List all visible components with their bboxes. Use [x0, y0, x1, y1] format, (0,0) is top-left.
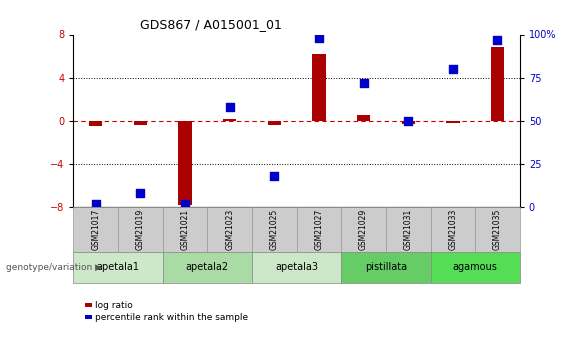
Text: GSM21023: GSM21023 — [225, 209, 234, 250]
Text: log ratio: log ratio — [95, 301, 133, 310]
Text: GSM21035: GSM21035 — [493, 209, 502, 250]
Point — [225, 104, 234, 110]
Point — [92, 201, 101, 206]
Bar — [223, 119, 236, 121]
Bar — [268, 121, 281, 125]
Bar — [312, 54, 325, 121]
Bar — [491, 47, 504, 121]
Point — [315, 35, 324, 41]
Bar — [357, 115, 370, 121]
Point — [181, 201, 190, 206]
Text: GSM21019: GSM21019 — [136, 209, 145, 250]
Text: GSM21029: GSM21029 — [359, 209, 368, 250]
Bar — [179, 121, 192, 205]
Point — [404, 118, 413, 124]
Text: apetala1: apetala1 — [97, 263, 140, 272]
Bar — [402, 121, 415, 124]
Point — [136, 190, 145, 196]
Text: apetala2: apetala2 — [186, 263, 229, 272]
Text: GSM21017: GSM21017 — [92, 209, 100, 250]
Text: genotype/variation ▶: genotype/variation ▶ — [6, 263, 102, 272]
Text: GSM21021: GSM21021 — [181, 209, 189, 250]
Text: GSM21027: GSM21027 — [315, 209, 323, 250]
Point — [359, 80, 368, 86]
Text: agamous: agamous — [453, 263, 498, 272]
Text: GSM21031: GSM21031 — [404, 209, 412, 250]
Point — [449, 66, 458, 72]
Point — [493, 37, 502, 42]
Text: GSM21033: GSM21033 — [449, 209, 457, 250]
Text: pistillata: pistillata — [365, 263, 407, 272]
Bar — [134, 121, 147, 125]
Text: GSM21025: GSM21025 — [270, 209, 279, 250]
Bar — [446, 121, 459, 123]
Bar — [89, 121, 102, 126]
Text: apetala3: apetala3 — [275, 263, 318, 272]
Text: percentile rank within the sample: percentile rank within the sample — [95, 313, 248, 322]
Text: GDS867 / A015001_01: GDS867 / A015001_01 — [141, 18, 282, 31]
Point — [270, 173, 279, 179]
